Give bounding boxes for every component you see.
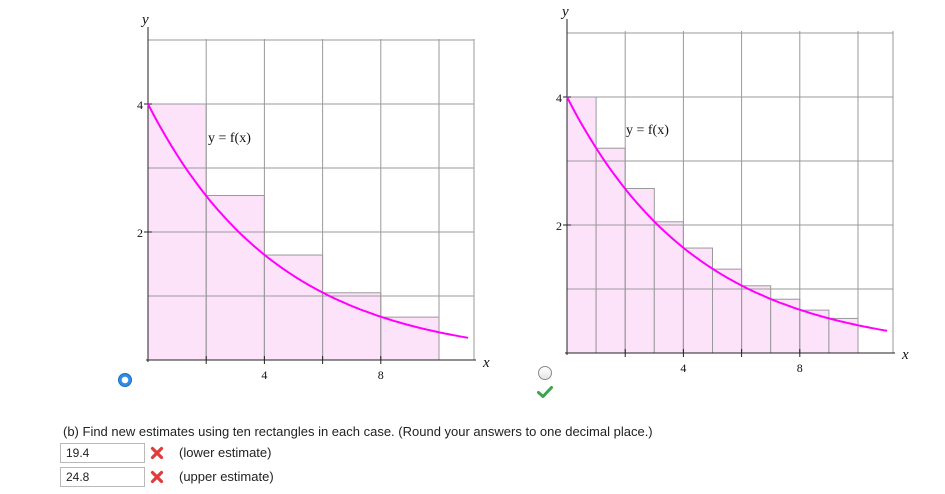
function-curve [566,96,888,332]
x-tick-label: 4 [680,361,686,375]
upper-estimate-label: (upper estimate) [179,469,274,484]
riemann-rectangle [741,285,772,354]
curve-label: y = f(x) [626,123,669,138]
curve-label: y = f(x) [208,131,251,146]
riemann-rectangle [712,268,743,354]
x-tick-label: 8 [378,368,384,382]
incorrect-x-icon [150,470,164,484]
graph-left: 4 8 2 4 y x y = f(x) [137,12,490,382]
y-tick-label: 2 [137,226,143,240]
question-text: (b) Find new estimates using ten rectang… [63,424,653,439]
riemann-rectangle [682,247,714,354]
lower-estimate-label: (lower estimate) [179,445,272,460]
riemann-rectangle [205,195,265,361]
lower-estimate-input[interactable] [60,443,145,463]
riemann-rectangle [770,298,801,354]
graph-left-radio[interactable] [118,373,132,387]
riemann-rectangle [653,221,684,354]
y-tick-label: 4 [556,91,562,105]
riemann-rectangle [595,147,626,354]
y-axis-label: y [140,12,149,28]
riemann-rectangle [322,292,382,361]
riemann-rectangle [380,316,440,361]
riemann-rectangle [624,188,655,354]
incorrect-x-icon [150,446,164,460]
x-tick-label: 4 [261,368,267,382]
graph-right: 4 8 2 4 y x y = f(x) [556,4,909,375]
riemann-rectangle [263,254,324,361]
correct-check-icon [537,386,553,398]
x-axis-label: x [482,355,490,371]
graphs-area: 4 8 2 4 y x y = f(x) 4 8 2 4 y x y = f(x) [137,4,909,382]
x-tick-label: 8 [797,361,803,375]
y-tick-label: 2 [556,219,562,233]
x-axis-label: x [901,347,909,363]
upper-estimate-input[interactable] [60,467,145,487]
graph-right-radio[interactable] [538,366,552,380]
function-curve [147,103,469,339]
y-axis-label: y [560,4,569,20]
y-tick-label: 4 [137,98,143,112]
